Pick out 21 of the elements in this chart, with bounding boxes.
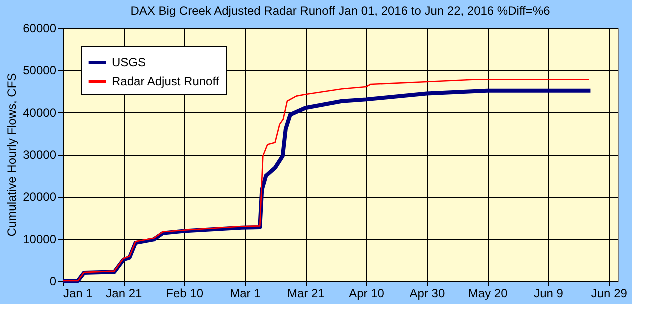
x-tick-label: Jun 29 (591, 286, 628, 300)
x-tick-label: Mar 21 (287, 286, 326, 300)
x-tick-label: Apr 30 (410, 286, 446, 300)
y-tick-label: 0 (50, 274, 57, 288)
y-tick-label: 50000 (23, 64, 57, 78)
legend-label: Radar Adjust Runoff (112, 74, 220, 88)
legend-label: USGS (112, 56, 146, 70)
x-tick-label: Jan 1 (64, 286, 94, 300)
x-tick-label: Jun 9 (534, 286, 564, 300)
y-tick-label: 60000 (23, 22, 57, 36)
x-tick-label: Feb 10 (166, 286, 204, 300)
x-tick-label: Jan 21 (106, 286, 142, 300)
y-axis-title: Cumulative Hourly Flows, CFS (5, 73, 20, 237)
x-tick-label: Mar 1 (230, 286, 262, 300)
chart-title: DAX Big Creek Adjusted Radar Runoff Jan 01, 2016 to Jun 22, 2016 %Diff=%6 (130, 4, 551, 18)
x-tick-label: Apr 10 (349, 286, 385, 300)
y-tick-label: 10000 (23, 232, 57, 246)
y-tick-label: 40000 (23, 106, 57, 120)
y-tick-label: 20000 (23, 190, 57, 204)
y-tick-label: 30000 (23, 148, 57, 162)
x-tick-label: May 20 (468, 286, 508, 300)
